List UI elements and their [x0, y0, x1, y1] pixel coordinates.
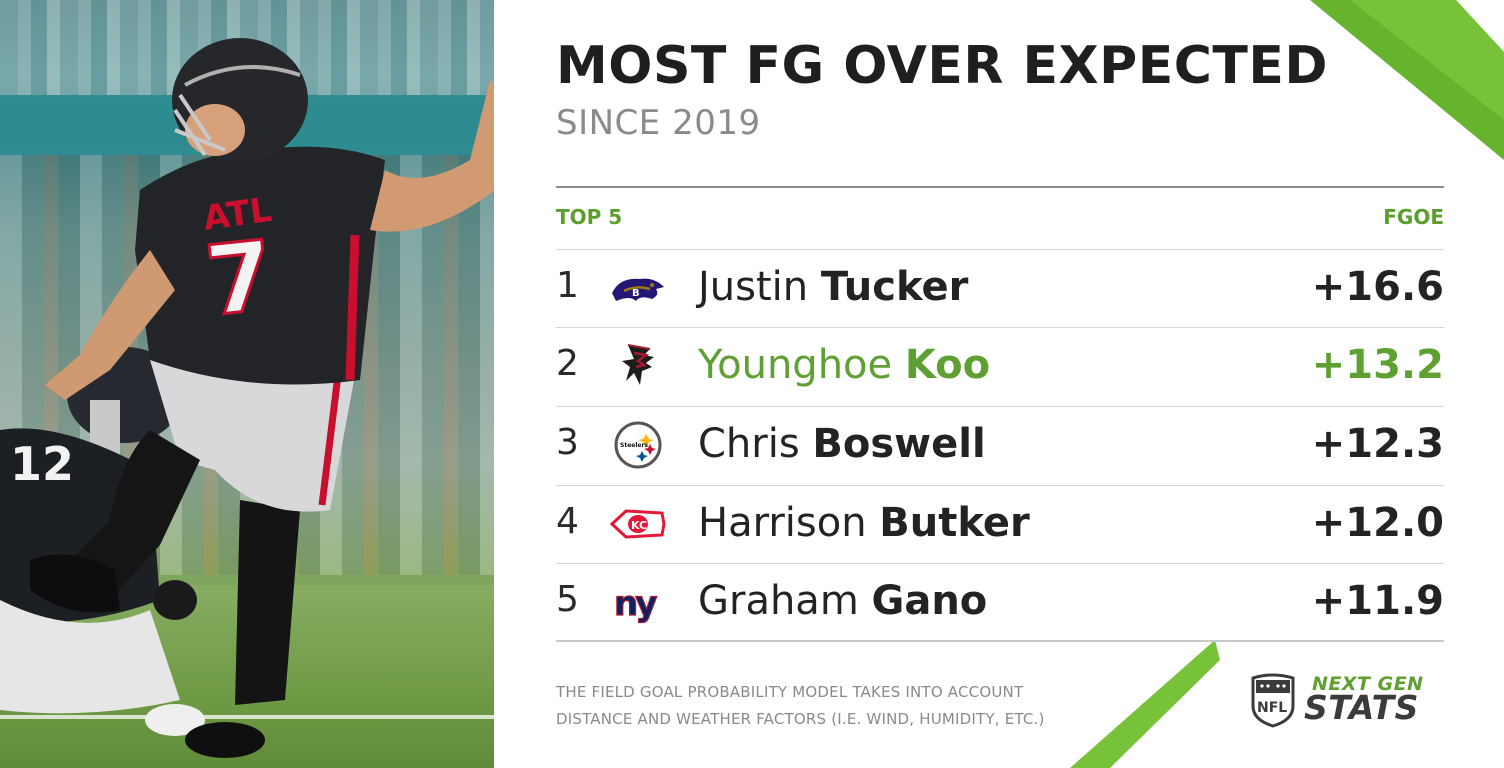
- rank-number: 4: [556, 501, 579, 542]
- green-accent-top: [1310, 0, 1504, 160]
- brand-next-gen: NEXT GEN: [1312, 673, 1424, 695]
- falcons-logo-icon: [622, 344, 654, 385]
- svg-text:ny: ny: [614, 584, 657, 624]
- row-divider: [556, 563, 1444, 564]
- next-gen-stats-logo: NFL NEXT GEN STATS: [1250, 672, 1445, 730]
- player-last-name: Butker: [879, 500, 1030, 546]
- table-bottom-divider: [556, 640, 1444, 642]
- footnote-line-2: DISTANCE AND WEATHER FACTORS (I.E. WIND,…: [556, 710, 1045, 728]
- player-first-name: Harrison: [698, 500, 867, 546]
- rank-number: 5: [556, 579, 579, 620]
- page-subtitle: SINCE 2019: [556, 103, 761, 143]
- chiefs-logo-icon: KC: [610, 509, 666, 539]
- table-row: 1 B Justin Tucker +16.6: [556, 250, 1444, 328]
- player-name: Graham Gano: [698, 580, 987, 622]
- row-divider: [556, 485, 1444, 486]
- player-first-name: Graham: [698, 578, 859, 624]
- footnote-line-1: THE FIELD GOAL PROBABILITY MODEL TAKES I…: [556, 683, 1024, 701]
- player-last-name: Boswell: [812, 421, 986, 467]
- rank-number: 1: [556, 265, 579, 306]
- player-photo: 12 ATL 7: [0, 0, 494, 768]
- jersey-number: 7: [201, 220, 279, 338]
- svg-text:B: B: [632, 288, 640, 299]
- row-divider: [556, 327, 1444, 328]
- page-title: MOST FG OVER EXPECTED: [556, 36, 1329, 96]
- fgoe-value: +12.3: [1311, 421, 1444, 467]
- player-name: Younghoe Koo: [698, 344, 990, 386]
- fgoe-column-header: FGOE: [1383, 205, 1444, 229]
- table-row: 4 KC Harrison Butker +12.0: [556, 486, 1444, 564]
- player-first-name: Chris: [698, 421, 800, 467]
- model-footnote: THE FIELD GOAL PROBABILITY MODEL TAKES I…: [556, 679, 1116, 733]
- player-name: Harrison Butker: [698, 502, 1030, 544]
- player-first-name: Justin: [698, 264, 809, 310]
- kicker-illustration: 12 ATL 7: [0, 38, 494, 758]
- nfl-shield-icon: NFL: [1251, 673, 1295, 728]
- player-name: Justin Tucker: [698, 266, 968, 308]
- holder-jersey-number: 12: [10, 437, 74, 491]
- svg-text:NFL: NFL: [1257, 700, 1287, 716]
- jersey-team-text: ATL: [201, 190, 274, 239]
- player-last-name: Tucker: [820, 264, 969, 310]
- header-divider: [556, 186, 1444, 188]
- player-last-name: Koo: [904, 342, 991, 388]
- giants-logo-icon: ny: [613, 583, 660, 624]
- fgoe-value: +16.6: [1311, 264, 1444, 310]
- fgoe-value: +13.2: [1311, 342, 1444, 388]
- fgoe-value: +12.0: [1311, 500, 1444, 546]
- row-divider: [556, 249, 1444, 250]
- rank-column-header: TOP 5: [556, 205, 623, 229]
- steelers-logo-icon: Steelers: [614, 421, 662, 469]
- svg-text:Steelers: Steelers: [620, 442, 648, 449]
- brand-stats: STATS: [1304, 688, 1419, 727]
- table-row: 5 ny Graham Gano +11.9: [556, 564, 1444, 642]
- table-row-highlighted: 2 Younghoe Koo +13.2: [556, 328, 1444, 406]
- table-row: 3 Steelers Chris Boswell +12.3: [556, 407, 1444, 485]
- rank-number: 2: [556, 343, 579, 384]
- field-line: [0, 715, 494, 719]
- player-last-name: Gano: [871, 578, 988, 624]
- rank-number: 3: [556, 422, 579, 463]
- ravens-logo-icon: B: [612, 278, 664, 301]
- player-name: Chris Boswell: [698, 423, 986, 465]
- fgoe-value: +11.9: [1311, 578, 1444, 624]
- player-first-name: Younghoe: [698, 342, 893, 388]
- green-accent-bottom: [1070, 640, 1220, 768]
- row-divider: [556, 406, 1444, 407]
- svg-text:KC: KC: [631, 519, 647, 532]
